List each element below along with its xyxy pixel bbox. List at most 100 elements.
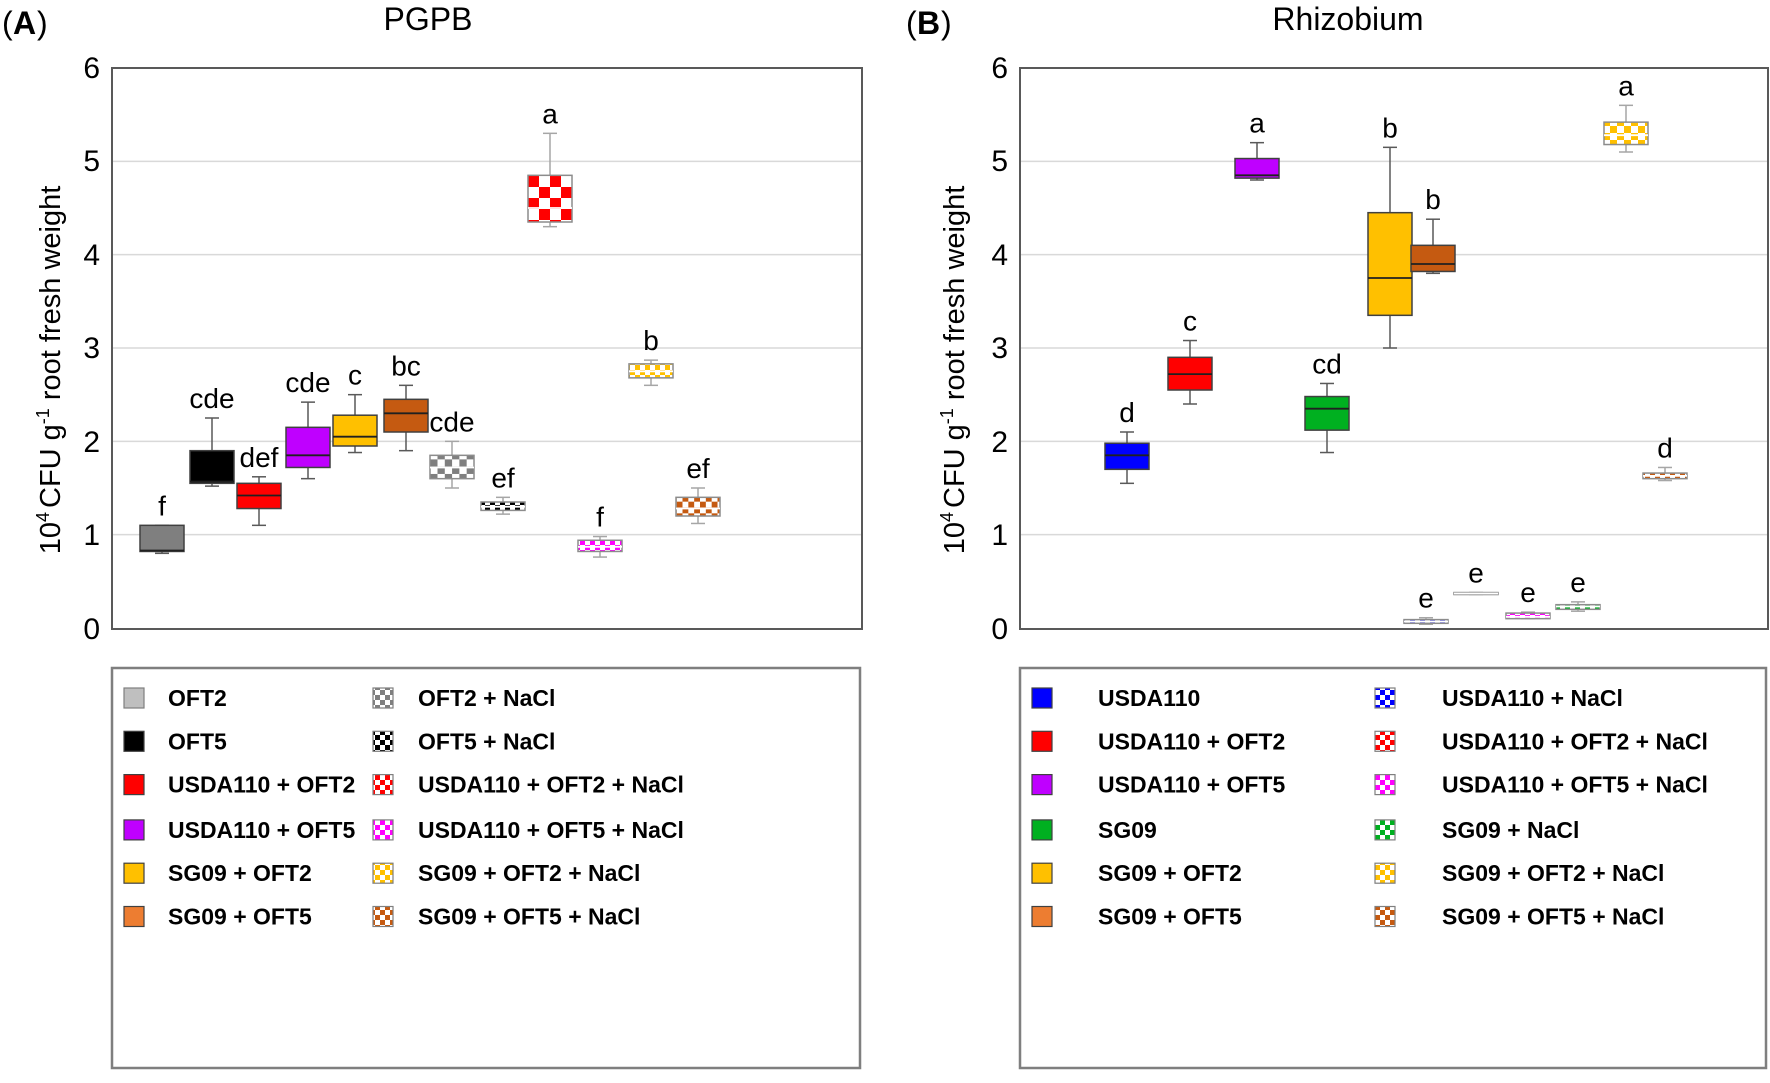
panel-a-title: PGPB [384,1,473,37]
legend-b-item-2-2: USDA110 + OFT2 + NaCl [1374,728,1708,754]
legend-label: SG09 + OFT2 + NaCl [1442,860,1664,886]
legend-swatch [372,819,394,841]
box-body [527,174,573,223]
legend-swatch [372,862,394,884]
box-body [1505,612,1551,620]
legend-a-item-2-4: USDA110 + OFT5 + NaCl [372,817,684,843]
panel-a-letter: A [13,5,36,41]
panel-a-sig-letter-12: ef [686,453,710,484]
legend-swatch [1374,687,1396,709]
panel-a-box-5: c [332,360,378,454]
panel-b-box-7: e [1403,583,1449,626]
panel-a-box-7: cde [429,406,475,489]
panel-a-ytick-4: 4 [83,239,100,272]
panel-b-box-10: e [1555,567,1601,612]
panel-b-ylabel-suffix: root fresh weight [939,186,971,408]
panel-b-box-6: b [1410,184,1456,275]
legend-swatch [1374,905,1396,928]
panel-b-legend-items: USDA110 USDA110 + OFT2 USDA110 + OFT5 SG09 S… [1031,685,1708,930]
legend-label: USDA110 + NaCl [1442,685,1623,711]
legend-a-item-1-6: SG09 + OFT5 [123,904,312,930]
legend-swatch [1374,819,1396,841]
panel-b-ytick-0: 0 [991,613,1008,646]
box-body [577,539,623,553]
panel-a-sig-letter-5: c [348,360,362,391]
panel-a-ytick-6: 6 [83,52,100,85]
panel-b-sig-letter-4: cd [1312,348,1342,379]
panel-a-ylabel-prefix-sup: 4 [33,512,53,522]
legend-swatch [1374,862,1396,884]
legend-label: SG09 + OFT5 + NaCl [418,904,640,930]
box-body [383,398,429,433]
panel-b-plot: d c a cd b b e e e e a d [1021,70,1767,626]
legend-b-item-1-5: SG09 + OFT2 [1031,860,1242,886]
box-body [1304,395,1350,431]
legend-b-item-1-4: SG09 [1031,817,1157,843]
panel-b-box-4: cd [1304,348,1350,454]
legend-swatch [1031,862,1053,884]
panel-b-title: Rhizobium [1272,1,1423,37]
panel-a-box-12: ef [675,453,721,525]
legend-swatch [123,862,145,884]
panel-a-ytick-1: 1 [83,519,100,552]
panel-a-box-8: ef [480,462,526,515]
panel-b-ylabel-prefix-sup: 4 [937,512,957,522]
legend-swatch [372,730,394,752]
box-body [675,496,721,517]
legend-label: SG09 [1098,817,1157,843]
panel-a-sig-letter-6: bc [391,350,421,381]
panel-b-ytick-1: 1 [991,519,1008,552]
legend-a-item-1-4: USDA110 + OFT5 [123,817,355,843]
legend-swatch [1031,687,1053,709]
legend-swatch [1031,730,1053,752]
legend-label: USDA110 + OFT2 [1098,728,1285,754]
legend-a-item-2-1: OFT2 + NaCl [372,685,555,711]
legend-b-item-2-5: SG09 + OFT2 + NaCl [1374,860,1664,886]
panel-b-ytick-2: 2 [991,426,1008,459]
box-body [1367,211,1413,317]
box-body [1234,157,1280,179]
panel-b-sig-letter-10: e [1570,567,1586,598]
panel-a-ylabel-prefix: 10 [35,522,67,554]
panel-a-sig-letter-1: f [158,490,166,521]
panel-a-sig-letter-11: b [643,325,659,356]
legend-label: USDA110 + OFT2 + NaCl [418,772,684,798]
legend-b-item-1-1: USDA110 [1031,685,1200,711]
panel-a-legend [110,666,862,1070]
legend-label: USDA110 + OFT5 [1098,772,1285,798]
panel-a-box-3: def [236,442,282,527]
legend-label: SG09 + NaCl [1442,817,1579,843]
panel-b-box-3: a [1234,108,1280,181]
panel-a-sig-letter-7: cde [429,406,474,437]
legend-swatch [123,819,145,841]
panel-b-ytick-5: 5 [991,145,1008,178]
panel-a-paren-open: ( [2,5,13,41]
panel-b-ytick-3: 3 [991,332,1008,365]
panel-b-y-ticks: 0 1 2 3 4 5 6 [991,52,1008,646]
panel-a-sig-letter-4: cde [285,367,330,398]
panel-a-box-1: f [139,490,185,555]
panel-b-ytick-4: 4 [991,239,1008,272]
legend-label: USDA110 + OFT5 + NaCl [1442,772,1708,798]
legend-swatch [372,905,394,928]
panel-b-sig-letter-5: b [1382,112,1398,143]
panel-a-box-6: bc [383,350,429,452]
panel-a-ylabel-suffix: root fresh weight [35,186,67,408]
legend-label: SG09 + OFT2 [168,860,312,886]
legend-swatch [123,773,145,796]
legend-swatch [1374,730,1396,752]
panel-b-box-11: a [1603,70,1649,153]
legend-label: OFT2 [168,685,227,711]
legend-label: OFT2 + NaCl [418,685,555,711]
legend-label: USDA110 + OFT5 + NaCl [418,817,684,843]
panel-a-ytick-2: 2 [83,426,100,459]
panel-a-box-4: cde [285,367,331,480]
panel-b-box-8: e [1453,558,1499,596]
panel-b-ylabel-sup: -1 [937,408,957,424]
panel-b-sig-letter-8: e [1468,558,1484,589]
panel-b-paren-open: ( [906,5,917,41]
panel-b-sig-letter-11: a [1618,70,1634,101]
